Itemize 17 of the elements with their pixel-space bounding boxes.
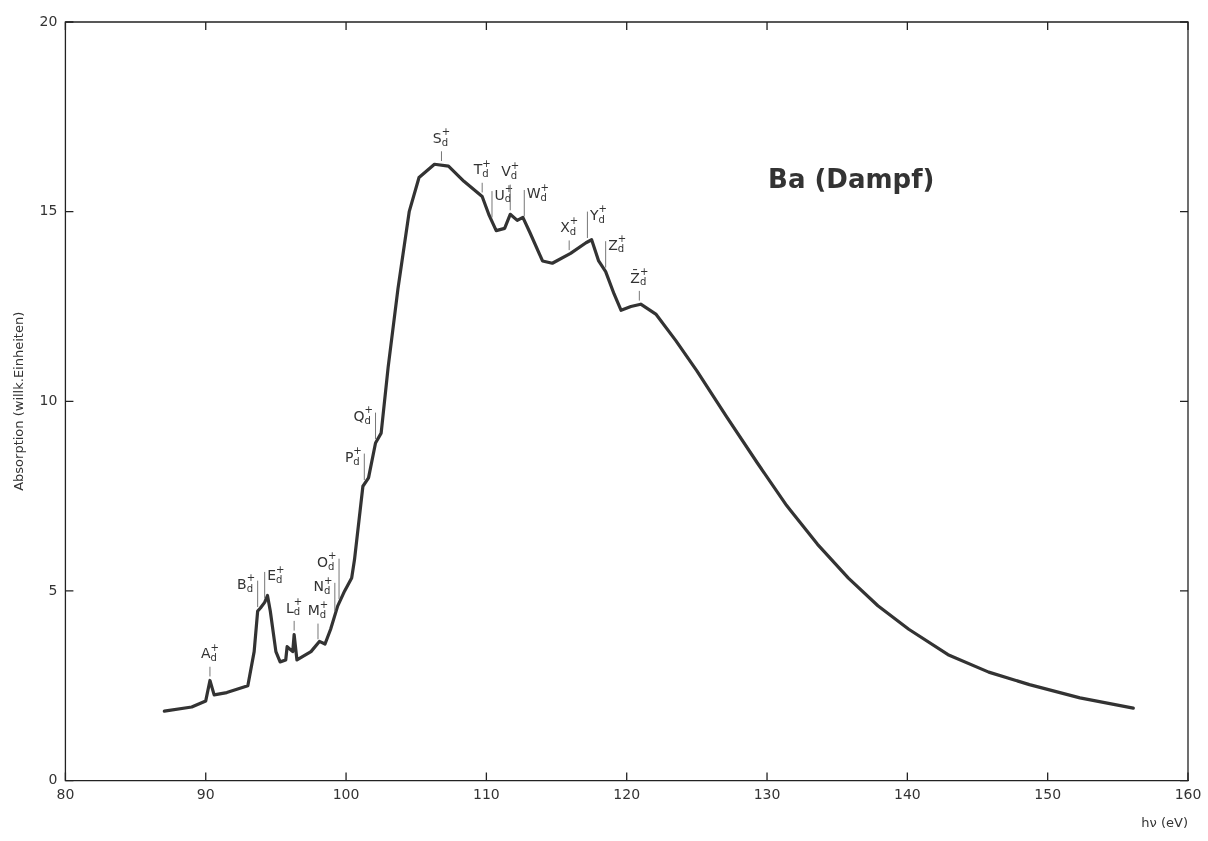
y-tick-label: 15 xyxy=(39,202,58,219)
y-tick-label: 10 xyxy=(39,391,58,408)
y-tick-label: 0 xyxy=(48,771,58,788)
y-tick-label: 20 xyxy=(39,12,58,29)
y-tick-label: 5 xyxy=(48,581,58,598)
x-tick-label: 140 xyxy=(893,785,921,802)
x-tick-label: 160 xyxy=(1174,785,1202,802)
x-tick-label: 90 xyxy=(196,785,215,802)
y-axis-title: Absorption (willk.Einheiten) xyxy=(11,311,27,491)
x-tick-label: 110 xyxy=(473,785,500,802)
x-tick-label: 100 xyxy=(332,785,360,802)
x-tick-label: 150 xyxy=(1034,785,1062,802)
annotation: Ba (Dampf) xyxy=(768,164,935,195)
x-tick-label: 80 xyxy=(56,785,75,802)
x-tick-label: 120 xyxy=(613,785,641,802)
x-axis-title: hν (eV) xyxy=(1141,814,1188,830)
x-tick-label: 130 xyxy=(753,785,781,802)
